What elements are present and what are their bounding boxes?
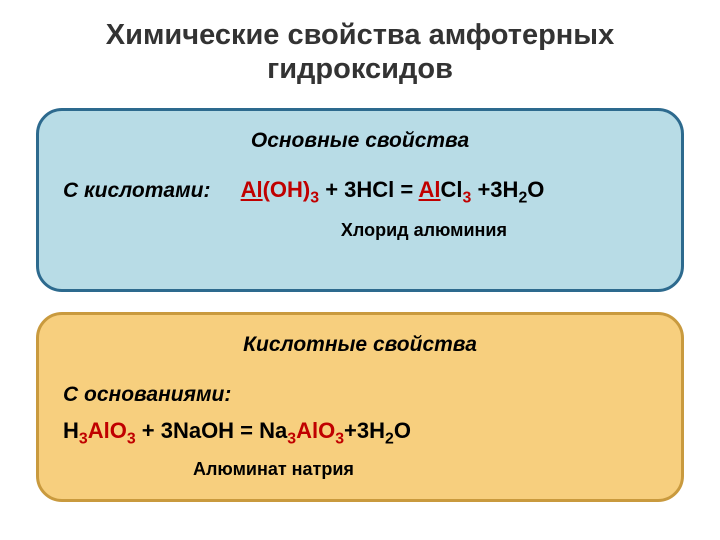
panel-basic-properties: Основные свойства С кислотами: Al(OH)3 +… [36,108,684,292]
panel-heading-basic: Основные свойства [63,129,657,153]
equation-with-bases-label: С основаниями: [63,379,657,409]
equation-label-acids: С кислотами: [63,179,210,202]
panel-heading-acidic: Кислотные свойства [63,333,657,357]
equation-with-bases: H3AlO3 + 3NaOH = Na3AlO3+3H2O [63,416,657,446]
page-title: Химические свойства амфотерных гидроксид… [36,18,684,86]
equation-label-bases: С основаниями: [63,383,231,406]
equation-formula-bottom: H3AlO3 + 3NaOH = Na3AlO3+3H2O [63,418,411,443]
product-name-top: Хлорид алюминия [63,220,657,241]
equation-formula-top: Al(OH)3 + 3HCl = AlCl3 +3H2O [241,177,545,202]
panel-acidic-properties: Кислотные свойства С основаниями: H3AlO3… [36,312,684,502]
slide: Химические свойства амфотерных гидроксид… [0,0,720,540]
product-name-bottom: Алюминат натрия [63,459,657,480]
equation-with-acids: С кислотами: Al(OH)3 + 3HCl = AlCl3 +3H2… [63,175,657,205]
